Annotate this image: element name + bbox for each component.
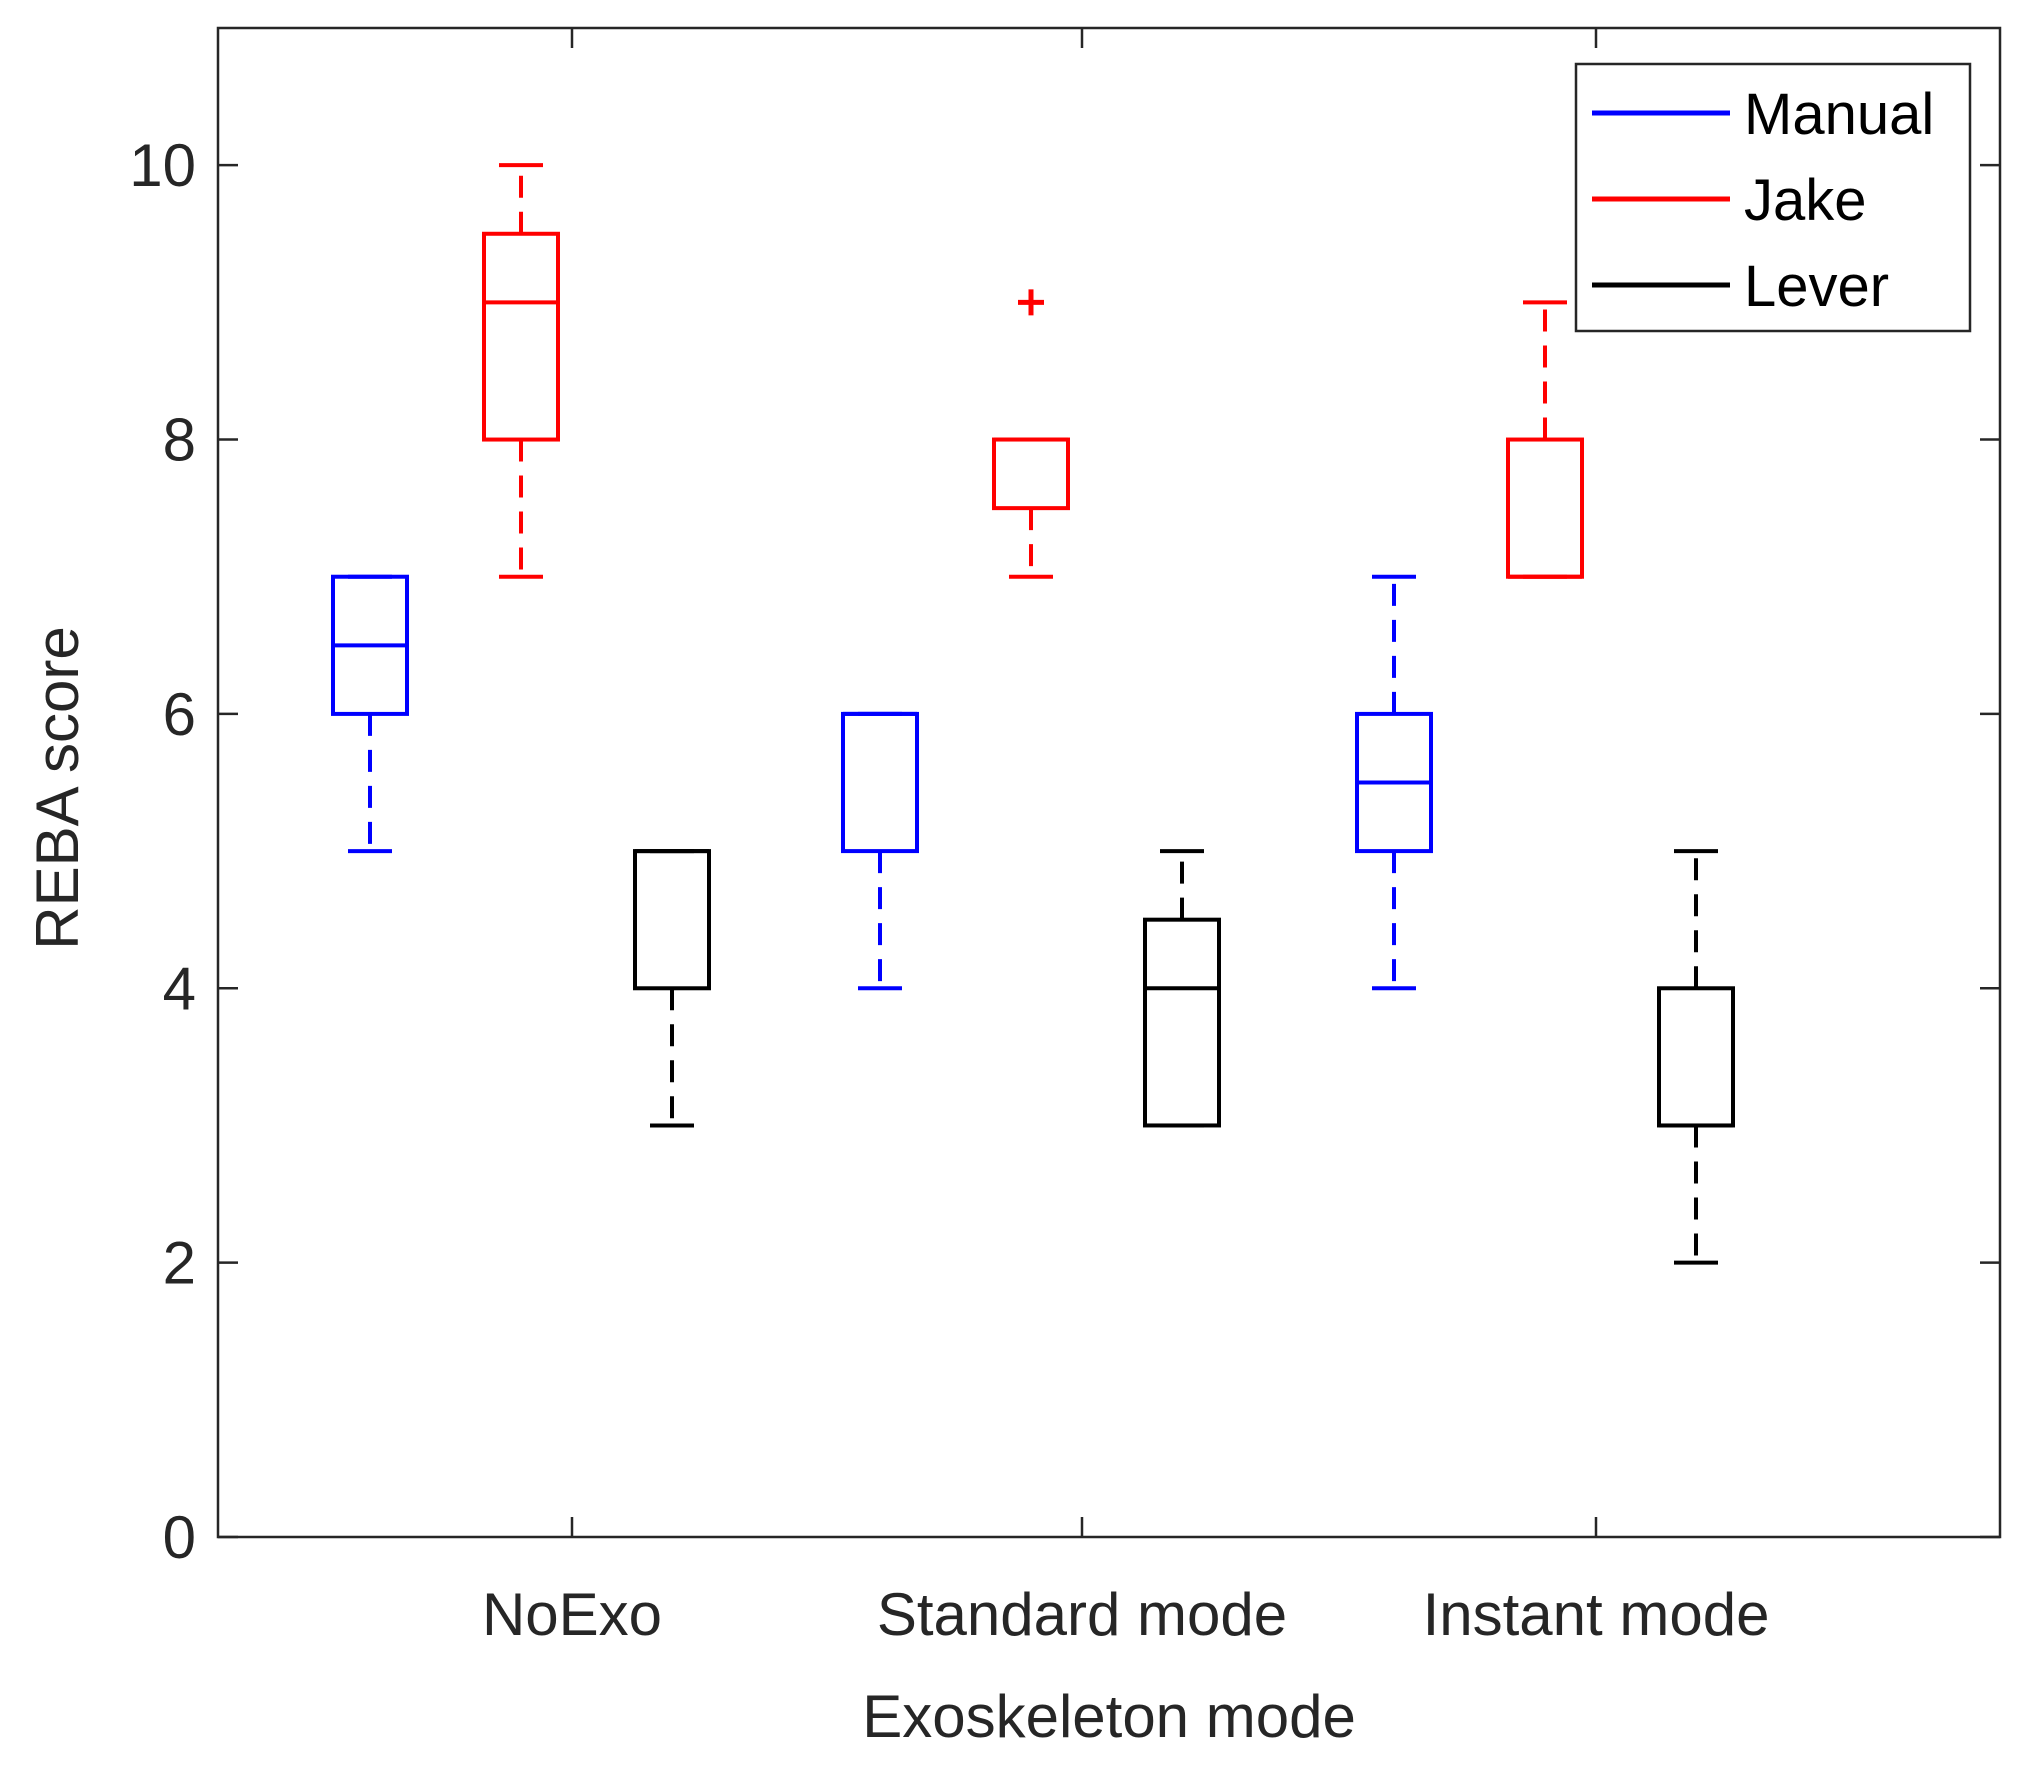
y-tick-label: 2 bbox=[163, 1230, 196, 1297]
plot-area bbox=[216, 26, 2002, 1539]
series-jake bbox=[482, 163, 1584, 579]
x-axis: NoExo Standard mode Instant mode bbox=[482, 28, 1769, 1648]
legend-item-lever: Lever bbox=[1592, 254, 1889, 319]
y-tick-label: 0 bbox=[163, 1504, 196, 1571]
box-lever-0 bbox=[633, 849, 711, 1128]
legend-label: Manual bbox=[1744, 82, 1934, 147]
x-axis-label: Exoskeleton mode bbox=[862, 1683, 1356, 1750]
box-series-group bbox=[331, 163, 1735, 1265]
box-manual-1 bbox=[841, 711, 919, 991]
legend-label: Jake bbox=[1744, 168, 1867, 233]
axes-frame bbox=[216, 26, 2002, 1539]
y-tick-label: 4 bbox=[163, 955, 196, 1022]
y-tick-label: 6 bbox=[163, 681, 196, 748]
legend-label: Lever bbox=[1744, 254, 1889, 319]
x-tick-label: Standard mode bbox=[877, 1581, 1287, 1648]
outlier-marker bbox=[1018, 289, 1044, 316]
box-manual-2 bbox=[1355, 574, 1433, 991]
box-manual-0 bbox=[331, 574, 409, 854]
x-tick-label: Instant mode bbox=[1423, 1581, 1770, 1648]
box-iqr bbox=[482, 231, 560, 442]
legend-item-manual: Manual bbox=[1592, 82, 1934, 147]
box-iqr bbox=[1143, 917, 1221, 1128]
legend-item-jake: Jake bbox=[1592, 168, 1867, 233]
box-lever-1 bbox=[1143, 849, 1221, 1128]
box-jake-1 bbox=[992, 289, 1070, 579]
box-jake-2 bbox=[1506, 300, 1584, 579]
legend: Manual Jake Lever bbox=[1574, 62, 1972, 333]
x-tick-label: NoExo bbox=[482, 1581, 662, 1648]
box-iqr bbox=[841, 711, 919, 854]
box-iqr bbox=[1506, 437, 1584, 579]
y-tick-label: 8 bbox=[163, 407, 196, 474]
box-jake-0 bbox=[482, 163, 560, 579]
series-lever bbox=[633, 849, 1735, 1265]
box-lever-2 bbox=[1657, 849, 1735, 1265]
box-iqr bbox=[992, 437, 1070, 511]
y-axis-label: REBA score bbox=[24, 626, 91, 949]
y-axis: 0 2 4 6 8 10 bbox=[129, 132, 2000, 1571]
y-tick-label: 10 bbox=[129, 132, 196, 199]
box-iqr bbox=[633, 849, 711, 991]
series-manual bbox=[331, 574, 1433, 991]
box-iqr bbox=[1657, 986, 1735, 1128]
